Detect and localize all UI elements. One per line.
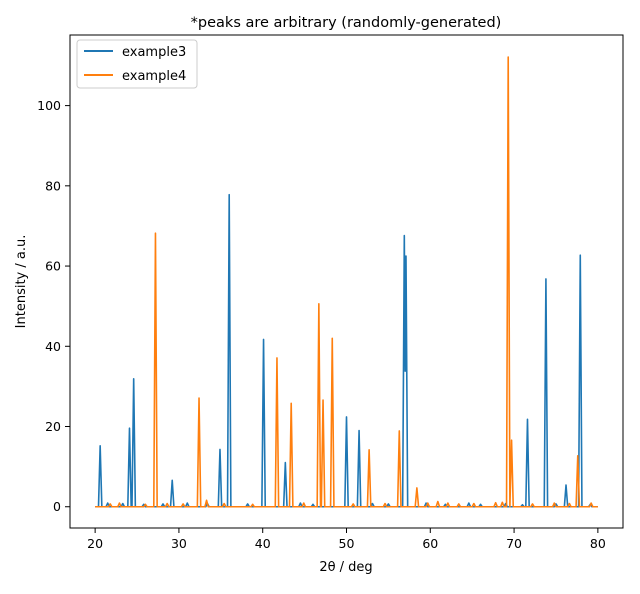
y-tick-label: 40 xyxy=(45,339,61,354)
series-layer xyxy=(95,56,598,508)
legend-label-example3: example3 xyxy=(122,45,186,60)
legend: example3 example4 xyxy=(76,39,198,89)
x-tick-label: 40 xyxy=(255,536,271,551)
plot-area xyxy=(69,34,624,529)
chart-title: *peaks are arbitrary (randomly-generated… xyxy=(191,15,502,31)
y-axis-label: Intensity / a.u. xyxy=(14,235,29,329)
x-tick-label: 50 xyxy=(339,536,355,551)
y-axis: 0 20 40 60 80 100 xyxy=(37,98,70,514)
y-tick-label: 100 xyxy=(37,98,61,113)
x-axis: 20 30 40 50 60 70 80 xyxy=(87,528,606,551)
x-tick-label: 70 xyxy=(506,536,522,551)
legend-label-example4: example4 xyxy=(122,69,186,84)
series-line-example4 xyxy=(95,56,598,508)
y-tick-label: 80 xyxy=(45,178,61,193)
y-tick-label: 60 xyxy=(45,259,61,274)
x-tick-label: 20 xyxy=(87,536,103,551)
x-tick-label: 30 xyxy=(171,536,187,551)
x-axis-label: 2θ / deg xyxy=(319,560,372,575)
x-tick-label: 80 xyxy=(590,536,606,551)
x-tick-label: 60 xyxy=(422,536,438,551)
y-tick-label: 20 xyxy=(45,419,61,434)
y-tick-label: 0 xyxy=(53,499,61,514)
